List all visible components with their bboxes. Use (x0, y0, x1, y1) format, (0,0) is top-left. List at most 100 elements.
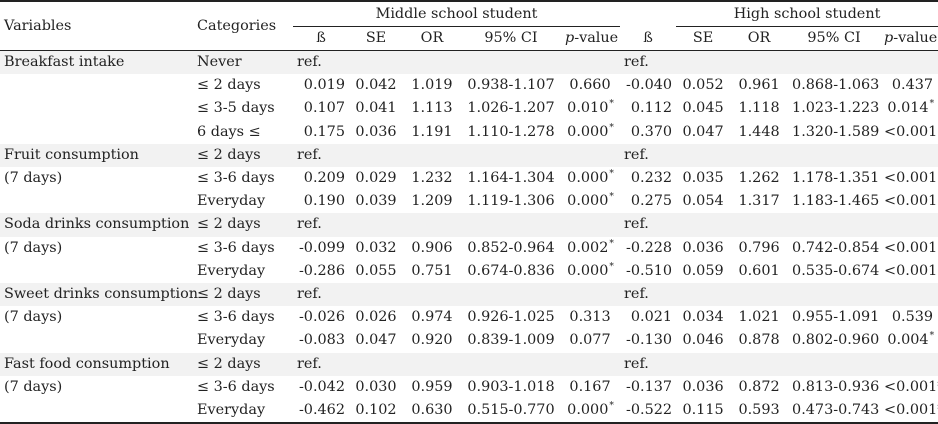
significance-marker: * (609, 169, 614, 180)
cell-h-pvalue-text: 0.437 (891, 77, 934, 94)
cell-variable (0, 329, 193, 352)
cell-h-ci (788, 51, 880, 75)
cell-m-or-text: 1.019 (411, 77, 453, 94)
cell-m-se: 0.032 (349, 237, 403, 260)
cell-h-se-text: 0.052 (682, 77, 724, 94)
cell-h-se: 0.054 (676, 190, 730, 213)
cell-m-or: 0.959 (403, 376, 461, 399)
cell-h-ci-text: 1.023-1.223 (792, 100, 880, 117)
cell-h-or-text: 0.961 (738, 77, 780, 94)
cell-h-ci-text: 0.535-0.674 (792, 262, 880, 279)
cell-m-se-text: 0.042 (355, 77, 397, 94)
significance-marker: * (609, 122, 614, 133)
cell-category: ≤ 3-6 days (193, 306, 293, 329)
header-m-ci: 95% CI (484, 30, 538, 46)
cell-m-pvalue-text: 0.000 (567, 262, 609, 279)
cell-h-beta-text: -0.228 (625, 239, 673, 256)
table-row: Fast food consumption ≤ 2 days ref. ref. (0, 352, 938, 376)
header-row-columns: ß SE OR 95% CI p-value ß SE OR 95% CI p-… (0, 27, 938, 51)
cell-m-or: 0.920 (403, 329, 461, 352)
cell-variable-text: Soda drinks consumption (4, 216, 190, 233)
cell-h-pvalue: 0.539 (880, 306, 938, 329)
table-row: ≤ 2 days 0.019 0.042 1.019 0.938-1.107 0.660-… (0, 74, 938, 97)
cell-m-pvalue: 0.167 (561, 376, 620, 399)
cell-m-ci: 0.938-1.107 (461, 74, 561, 97)
cell-variable-text: (7 days) (4, 170, 63, 187)
cell-m-ci-text: 0.852-0.964 (467, 239, 555, 256)
cell-h-se: 0.034 (676, 306, 730, 329)
cell-m-se-text: 0.055 (355, 262, 397, 279)
cell-h-se (676, 144, 730, 167)
cell-m-se: 0.030 (349, 376, 403, 399)
cell-h-beta: -0.130 (620, 329, 676, 352)
cell-h-se: 0.046 (676, 329, 730, 352)
cell-m-ci-text: 0.938-1.107 (467, 77, 555, 94)
header-m-pvalue: p-value (561, 27, 620, 51)
cell-h-ci (788, 353, 880, 376)
cell-variable: Soda drinks consumption (0, 213, 193, 236)
cell-h-beta: -0.522 (620, 399, 676, 423)
cell-m-beta: 0.175 (293, 121, 349, 144)
cell-h-pvalue (880, 283, 938, 306)
cell-m-or-text: 0.974 (411, 309, 453, 326)
cell-category-text: ≤ 3-6 days (197, 309, 275, 326)
cell-m-pvalue-text: 0.000 (567, 193, 609, 210)
cell-h-beta: 0.370 (620, 121, 676, 144)
cell-h-beta: -0.228 (620, 237, 676, 260)
cell-m-pvalue: 0.000* (561, 190, 620, 213)
cell-h-beta-text: 0.112 (630, 100, 673, 117)
header-middle-school: Middle school student (293, 1, 621, 27)
cell-h-ci (788, 144, 880, 167)
cell-h-or (730, 51, 788, 75)
cell-h-or: 0.796 (730, 237, 788, 260)
cell-m-or-text: 0.751 (411, 262, 453, 279)
cell-h-ci-text: 1.178-1.351 (792, 170, 880, 187)
cell-category-text: Everyday (197, 262, 266, 279)
cell-m-or (403, 213, 461, 236)
table-row: Soda drinks consumption ≤ 2 days ref. ref. (0, 213, 938, 237)
header-row-groups: Variables Categories Middle school stude… (0, 1, 938, 51)
cell-variable: Breakfast intake (0, 51, 193, 75)
cell-m-beta: ref. (293, 353, 349, 376)
cell-m-se: 0.042 (349, 74, 403, 97)
cell-h-ci: 1.183-1.465 (788, 190, 880, 213)
cell-m-ci: 1.164-1.304 (461, 167, 561, 190)
cell-h-beta-text: -0.040 (625, 77, 673, 94)
cell-m-pvalue-text: 0.167 (569, 378, 611, 395)
cell-m-beta-text: -0.026 (298, 309, 345, 326)
cell-h-ci-text: 0.742-0.854 (792, 239, 880, 256)
cell-h-se-text: 0.036 (682, 239, 724, 256)
cell-variable (0, 97, 193, 120)
cell-h-ci-text: 0.473-0.743 (792, 402, 880, 419)
cell-category-text: Never (197, 54, 242, 70)
cell-m-ci: 0.852-0.964 (461, 237, 561, 260)
cell-m-or-text: 1.232 (411, 170, 453, 187)
cell-category: ≤ 2 days (193, 353, 293, 376)
cell-h-ci: 0.955-1.091 (788, 306, 880, 329)
cell-h-pvalue: <0.001* (880, 399, 938, 423)
cell-h-se (676, 283, 730, 306)
cell-category-text: ≤ 3-6 days (197, 170, 275, 187)
cell-m-ci-text: 1.119-1.306 (467, 193, 555, 210)
header-h-pvalue: p-value (880, 27, 938, 51)
cell-m-beta-text: 0.175 (303, 123, 345, 140)
cell-m-or (403, 144, 461, 167)
cell-h-or-text: 0.872 (738, 378, 780, 395)
cell-m-pvalue (561, 144, 620, 167)
cell-m-or: 0.751 (403, 260, 461, 283)
cell-variable: Fruit consumption (0, 144, 193, 167)
cell-h-or: 0.601 (730, 260, 788, 283)
cell-m-ci: 1.026-1.207 (461, 97, 561, 120)
cell-category-text: ≤ 2 days (197, 77, 261, 94)
cell-m-beta: ref. (293, 51, 349, 75)
cell-h-beta-text: 0.275 (630, 193, 673, 210)
cell-category: ≤ 3-6 days (193, 167, 293, 190)
cell-h-beta-text: -0.510 (625, 262, 673, 279)
header-h-or: OR (747, 30, 771, 46)
header-h-beta: ß (643, 29, 653, 46)
header-m-beta: ß (316, 30, 326, 46)
table-row: Breakfast intake Never ref. ref. (0, 50, 938, 75)
cell-h-or-text: 0.593 (738, 402, 780, 419)
header-gap (620, 1, 676, 27)
